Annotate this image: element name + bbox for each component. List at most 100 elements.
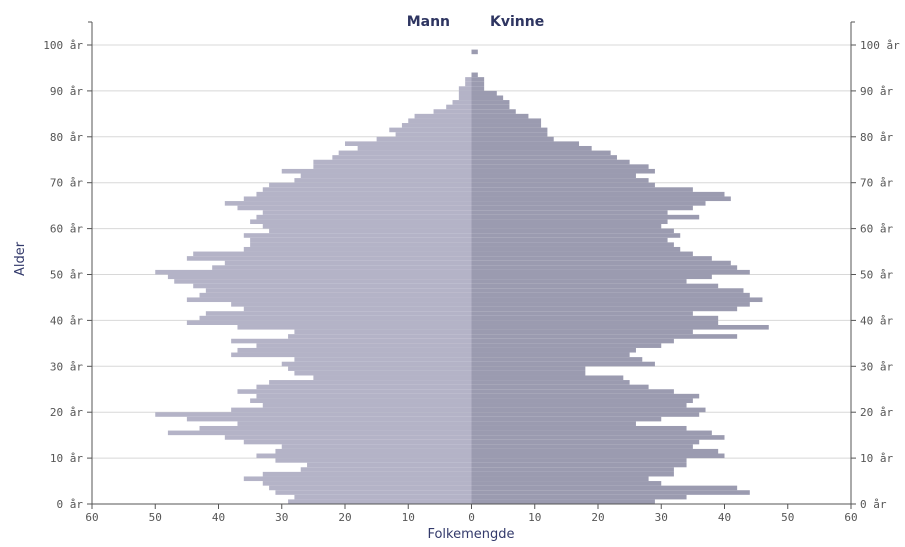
bar-male — [243, 196, 472, 202]
bar-male — [262, 210, 472, 215]
x-tick-label: 20 — [338, 511, 351, 524]
bar-female — [471, 453, 725, 459]
bar-male — [433, 109, 472, 114]
bar-male — [250, 398, 472, 404]
bar-male — [237, 347, 472, 353]
bar-female — [471, 279, 687, 284]
bar-male — [224, 201, 472, 206]
bar-male — [275, 458, 472, 463]
bar-female — [471, 361, 655, 367]
bar-female — [471, 141, 580, 146]
bar-male — [281, 444, 472, 449]
bar-male — [332, 155, 472, 160]
bar-female — [471, 403, 687, 408]
y-tick-label-right: 50 år — [860, 269, 893, 282]
bar-female — [471, 288, 744, 293]
y-tick-label-right: 20 år — [860, 406, 893, 419]
bar-female — [471, 448, 719, 454]
bar-female — [471, 494, 687, 500]
bar-male — [262, 471, 472, 477]
x-tick-label: 10 — [528, 511, 541, 524]
bar-male — [256, 393, 472, 399]
bar-female — [471, 476, 649, 482]
bar-female — [471, 435, 725, 440]
bar-male — [281, 168, 472, 174]
bar-male — [389, 127, 472, 133]
bar-male — [199, 292, 472, 298]
bar-female — [471, 178, 649, 183]
bar-male — [262, 403, 472, 408]
bar-female — [471, 159, 630, 165]
bar-female — [471, 168, 655, 174]
x-tick-label: 50 — [781, 511, 794, 524]
bar-female — [471, 265, 738, 270]
bar-female — [471, 196, 731, 202]
bar-female — [471, 269, 750, 275]
bar-female — [471, 384, 649, 390]
bar-female — [471, 490, 750, 495]
y-tick-label-right: 80 år — [860, 131, 893, 144]
bar-male — [458, 95, 472, 101]
bar-female — [471, 251, 693, 257]
bar-male — [231, 302, 472, 307]
bar-female — [471, 370, 586, 376]
bar-female — [471, 412, 700, 417]
bar-male — [288, 499, 472, 504]
y-tick-label-right: 60 år — [860, 223, 893, 236]
bar-female — [471, 343, 662, 348]
bar-female — [471, 430, 712, 436]
bar-male — [401, 123, 472, 128]
bar-male — [269, 485, 472, 491]
bar-female — [471, 136, 554, 142]
bar-male — [243, 246, 472, 252]
legend-female: Kvinne — [490, 14, 544, 30]
bar-male — [313, 164, 472, 169]
bar-male — [376, 136, 472, 142]
bar-female — [471, 81, 485, 87]
bar-female — [471, 123, 542, 128]
bar-male — [199, 425, 472, 431]
bar-male — [269, 182, 472, 188]
bar-female — [471, 366, 586, 371]
bar-female — [471, 173, 636, 179]
bar-male — [231, 352, 472, 358]
bar-male — [294, 494, 472, 500]
bar-female — [471, 233, 681, 238]
bar-female — [471, 49, 478, 55]
bar-male — [186, 297, 472, 303]
x-tick-label: 60 — [844, 511, 857, 524]
bar-male — [313, 375, 472, 381]
bar-male — [414, 113, 472, 119]
bar-female — [471, 302, 750, 307]
bar-female — [471, 219, 668, 225]
bar-female — [471, 375, 624, 381]
bar-female — [471, 324, 769, 330]
bar-female — [471, 210, 668, 215]
bar-male — [269, 380, 472, 385]
bar-male — [256, 453, 472, 459]
bar-female — [471, 357, 643, 362]
y-tick-label-left: 20 år — [50, 406, 83, 419]
bar-female — [471, 191, 725, 197]
x-tick-label: 20 — [591, 511, 604, 524]
bar-female — [471, 329, 693, 335]
y-tick-label-left: 50 år — [50, 269, 83, 282]
y-tick-label-left: 90 år — [50, 85, 83, 98]
bar-female — [471, 256, 712, 261]
bar-female — [471, 260, 731, 266]
bar-male — [186, 256, 472, 261]
y-axis-title: Alder — [13, 241, 28, 276]
bar-male — [288, 366, 472, 371]
bar-female — [471, 77, 485, 82]
bar-male — [275, 490, 472, 495]
bar-male — [294, 370, 472, 376]
bar-male — [300, 467, 472, 472]
bar-female — [471, 132, 548, 137]
x-tick-label: 30 — [275, 511, 288, 524]
bar-male — [275, 448, 472, 454]
bar-female — [471, 113, 529, 119]
bar-male — [199, 315, 472, 321]
bar-male — [224, 435, 472, 440]
bar-female — [471, 481, 662, 486]
bar-female — [471, 292, 750, 298]
